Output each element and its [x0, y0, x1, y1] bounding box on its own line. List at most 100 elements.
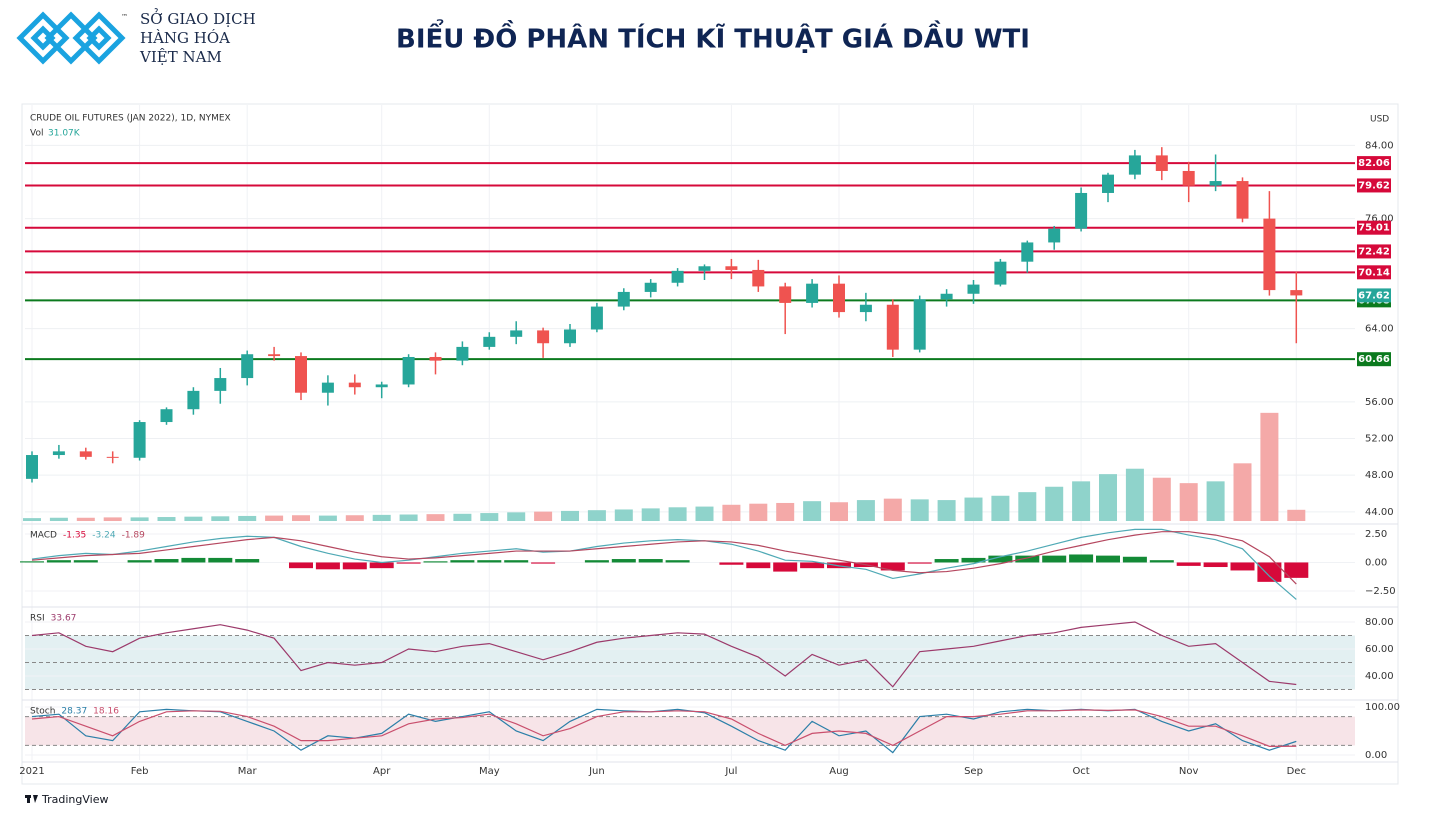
level-tag-label: 60.66 — [1358, 354, 1390, 365]
volume-bar — [1260, 412, 1279, 521]
histogram-bar — [396, 562, 421, 564]
histogram-bar — [181, 557, 206, 563]
volume-bar — [1152, 477, 1171, 521]
org-line: VIỆT NAM — [139, 48, 222, 66]
histogram-bar — [665, 560, 690, 563]
candle-body — [268, 354, 281, 357]
volume-bar — [856, 500, 875, 521]
panel-title: RSI — [30, 614, 45, 624]
trademark: ™ — [121, 13, 128, 21]
candle-body — [859, 304, 872, 313]
candle-body — [79, 451, 92, 457]
series-line — [31, 709, 1297, 747]
candle-body — [133, 422, 146, 458]
histogram-bar — [235, 559, 260, 563]
histogram-bar — [504, 560, 529, 563]
y-tick-label: 84.00 — [1365, 140, 1394, 151]
volume-bar — [103, 517, 122, 521]
y-tick-label: 52.00 — [1365, 434, 1394, 445]
histogram-bar — [127, 560, 152, 563]
volume-bar — [722, 504, 741, 521]
candle-body — [806, 283, 819, 303]
histogram-bar — [1203, 562, 1228, 568]
chart-frame — [21, 103, 1399, 785]
histogram-bar — [1257, 562, 1282, 582]
volume-bar — [1179, 483, 1198, 521]
volume-bar — [345, 515, 364, 521]
volume-bar — [184, 516, 203, 521]
level-tag — [1357, 220, 1391, 235]
level-tag-label: 79.62 — [1358, 180, 1390, 191]
volume-bar — [534, 511, 553, 521]
level-tag-label: 82.06 — [1358, 158, 1390, 169]
y-tick-label: 0.00 — [1365, 557, 1387, 568]
volume-bar — [910, 499, 929, 521]
volume-bar — [399, 514, 418, 521]
candle-body — [26, 455, 38, 479]
volume-bar — [614, 509, 633, 521]
candle-body — [671, 270, 684, 283]
candle-body — [1075, 192, 1088, 229]
candle-body — [994, 261, 1007, 285]
y-tick-label: −2.50 — [1365, 586, 1396, 597]
y-tick-label: 56.00 — [1365, 397, 1394, 408]
y-tick-label: 76.00 — [1365, 214, 1394, 225]
histogram-bar — [719, 562, 744, 565]
legend-value: -3.24 — [92, 531, 116, 541]
candle-body — [913, 299, 926, 350]
histogram-bar — [1284, 562, 1309, 578]
volume-bar — [372, 514, 391, 521]
tv-logo — [25, 795, 38, 803]
level-tag — [1357, 352, 1391, 367]
candle-body — [537, 330, 550, 344]
histogram-bar — [961, 557, 986, 563]
candle-body — [375, 384, 388, 388]
candle-body — [886, 304, 899, 350]
brand: TradingView — [41, 793, 108, 806]
candle-body — [1263, 218, 1276, 291]
histogram-bar — [907, 562, 932, 564]
band — [25, 716, 1355, 746]
candle-body — [52, 451, 65, 456]
volume-bar — [480, 513, 499, 521]
histogram-bar — [988, 555, 1013, 563]
volume-bar — [1045, 486, 1064, 521]
y-tick-label: 80.00 — [1365, 617, 1394, 628]
volume-bar — [211, 516, 230, 521]
volume-bar — [641, 508, 660, 521]
volume-bar — [1018, 492, 1037, 521]
volume-bar — [23, 518, 41, 521]
legend-value: 33.67 — [51, 614, 77, 624]
x-tick-label: Jun — [588, 766, 605, 777]
last-price-tag — [1357, 288, 1391, 303]
candle-body — [967, 284, 980, 294]
histogram-bar — [289, 562, 313, 569]
candle-body — [187, 390, 200, 410]
candle-body — [1128, 155, 1141, 175]
histogram-bar — [1176, 562, 1201, 566]
y-tick-label: 60.00 — [1365, 644, 1394, 655]
y-tick-label: 64.00 — [1365, 324, 1394, 335]
histogram-bar — [1122, 556, 1147, 563]
series-line — [31, 531, 1297, 585]
candle-body — [510, 330, 523, 337]
volume-bar — [883, 498, 902, 521]
last-price-label: 67.62 — [1358, 290, 1390, 301]
y-tick-label: 2.50 — [1365, 529, 1387, 540]
histogram-bar — [1069, 554, 1094, 563]
histogram-bar — [800, 562, 825, 569]
candle-body — [725, 266, 738, 270]
candle-body — [590, 306, 603, 330]
volume-bar — [1287, 509, 1306, 521]
volume-bar — [587, 510, 606, 521]
candle-body — [1155, 155, 1168, 171]
candle-body — [617, 291, 630, 307]
candle-body — [295, 356, 307, 393]
volume-bar — [937, 500, 956, 521]
volume-bar — [803, 501, 822, 521]
candle-body — [429, 356, 442, 361]
y-tick-label: 44.00 — [1365, 507, 1394, 518]
histogram-bar — [1230, 562, 1255, 571]
candle-body — [241, 354, 254, 379]
